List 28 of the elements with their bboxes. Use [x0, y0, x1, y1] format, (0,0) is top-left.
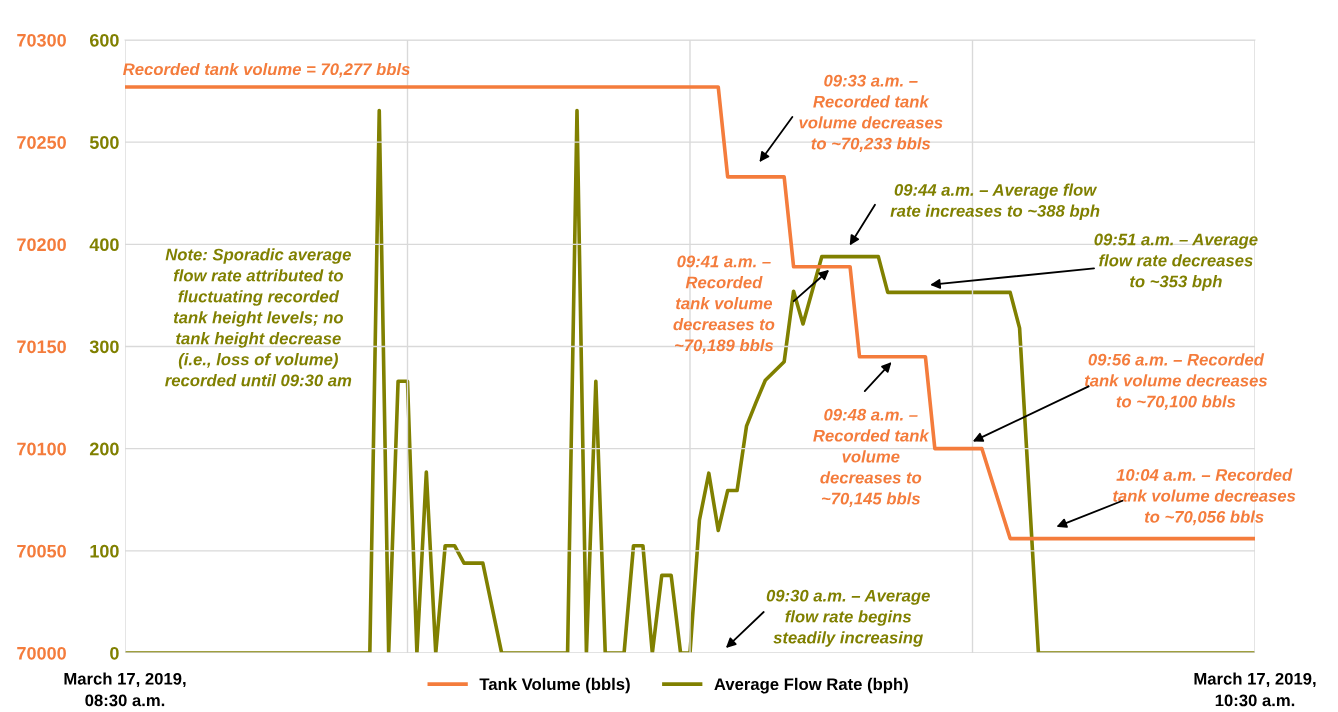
- x-tick-label: March 17, 2019, 08:30 a.m.: [64, 672, 186, 707]
- y2-tick-label: 100: [90, 544, 119, 558]
- y-tick-label: 70150: [17, 340, 66, 354]
- legend-label: Tank Volume (bbls): [479, 677, 630, 694]
- y2-tick-label: 200: [89, 442, 119, 456]
- y2-tick-label: 0: [110, 646, 119, 660]
- y-tick-label: 70300: [17, 33, 66, 47]
- annotation: Note: Sporadic average flow rate attributed to fluctuating recorded tank height levels; no tank height decrease (i.e., loss of volume) recorded until 09:30 am: [165, 248, 352, 387]
- annotation: 09:48 a.m. – Recorded tank volume decreases to ~70,145 bbls: [813, 408, 930, 507]
- y-tick-label: 70000: [17, 646, 66, 660]
- y-tick-label: 70250: [17, 136, 66, 149]
- y-tick-label: 70050: [17, 544, 66, 558]
- y-tick-label: 70100: [17, 442, 66, 456]
- annotation: 09:33 a.m. – Recorded tank volume decreases to ~70,233 bbls: [799, 74, 943, 152]
- x-tick-label: March 17, 2019, 10:30 a.m.: [1194, 672, 1316, 707]
- annotation: 09:56 a.m. – Recorded tank volume decreases to ~70,100 bbls: [1084, 353, 1268, 410]
- annotation: 09:44 a.m. – Average flow rate increases to ~388 bph: [890, 183, 1100, 221]
- y2-tick-label: 600: [89, 33, 119, 47]
- y2-tick-label: 300: [89, 340, 119, 354]
- legend-label: Average Flow Rate (bph): [714, 677, 908, 694]
- annotation: 09:30 a.m. – Average flow rate begins steadily increasing: [766, 589, 930, 647]
- annotation: 10:04 a.m. – Recorded tank volume decreases to ~70,056 bbls: [1113, 468, 1296, 526]
- annotation: 09:41 a.m. – Recorded tank volume decreases to ~70,189 bbls: [673, 255, 775, 354]
- y2-tick-label: 400: [89, 238, 119, 252]
- annotation: 09:51 a.m. – Average flow rate decreases to ~353 bph: [1094, 233, 1258, 291]
- y-tick-label: 70200: [17, 238, 66, 252]
- annotation: Recorded tank volume = 70,277 bbls: [123, 62, 410, 78]
- y2-tick-label: 500: [89, 136, 119, 149]
